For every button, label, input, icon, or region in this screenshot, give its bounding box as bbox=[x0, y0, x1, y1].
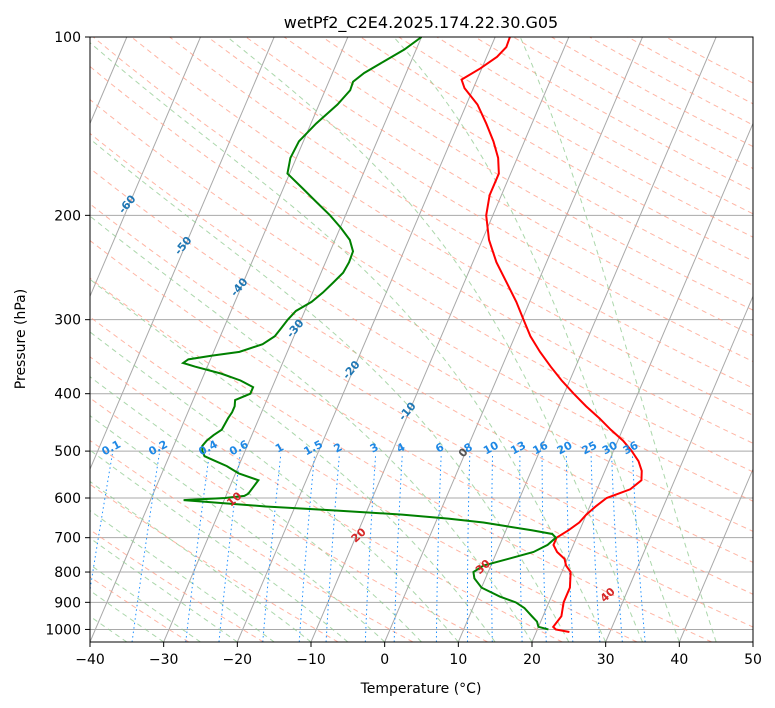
sounding-profiles bbox=[180, 37, 643, 633]
mixing-ratio-line bbox=[185, 453, 210, 642]
dry-adiabat-line bbox=[90, 65, 753, 473]
dry-adiabat-line bbox=[90, 356, 563, 642]
dry-adiabat-line bbox=[90, 203, 753, 595]
y-axis-title: Pressure (hPa) bbox=[13, 289, 29, 389]
dry-adiabat-line bbox=[90, 167, 753, 563]
x-tick-label: −10 bbox=[296, 652, 326, 668]
dry-adiabat-line bbox=[90, 483, 339, 642]
x-tick-label: 20 bbox=[523, 652, 541, 668]
moist-adiabat-line bbox=[90, 480, 312, 642]
y-tick-label: 500 bbox=[54, 444, 81, 460]
dry-adiabat-line bbox=[131, 37, 753, 416]
dry-adiabat-line bbox=[283, 37, 753, 311]
mixing-ratio-label: 13 bbox=[508, 439, 528, 458]
temperature-series-line bbox=[460, 37, 643, 633]
moist-adiabat-line bbox=[90, 138, 570, 642]
plot-area: 0.10.20.40.611.52346810131620253036-100-… bbox=[45, 30, 762, 668]
mixing-ratio-line bbox=[541, 453, 547, 642]
mixing-ratio-label: 36 bbox=[621, 439, 641, 458]
x-tick-label: 0 bbox=[380, 652, 389, 668]
dry-adiabat-line bbox=[90, 397, 488, 642]
y-tick-label: 400 bbox=[54, 387, 81, 403]
plot-frame bbox=[89, 36, 754, 643]
mixing-ratio-label: 10 bbox=[481, 439, 501, 458]
moist-adiabat-line bbox=[90, 537, 238, 642]
x-tick-label: 50 bbox=[744, 652, 762, 668]
y-tick-label: 200 bbox=[54, 208, 81, 224]
mixing-ratio-label: 20 bbox=[555, 439, 575, 458]
x-tick-label: −40 bbox=[75, 652, 105, 668]
isotherm-line bbox=[457, 37, 717, 642]
guide-lines bbox=[90, 37, 753, 642]
moist-adiabat-line bbox=[90, 42, 607, 642]
mixing-ratio-line bbox=[435, 453, 442, 642]
moist-adiabat-line bbox=[90, 376, 422, 642]
y-tick-label: 1000 bbox=[45, 622, 81, 638]
isotherm-line bbox=[236, 37, 496, 642]
isotherm-line bbox=[90, 37, 275, 471]
mixing-ratio-label: 25 bbox=[580, 439, 600, 458]
x-tick-label: −30 bbox=[149, 652, 179, 668]
dry-adiabat-line bbox=[90, 132, 753, 532]
mixing-ratio-label: 16 bbox=[531, 439, 551, 458]
isotherm-line bbox=[678, 467, 753, 642]
mixing-ratio-line bbox=[364, 453, 377, 642]
mixing-ratio-line bbox=[466, 453, 471, 642]
mixing-ratio-line bbox=[590, 453, 601, 642]
moist-adiabat-line bbox=[90, 215, 533, 642]
dry-adiabat-line bbox=[90, 439, 414, 642]
isotherm-line bbox=[90, 37, 201, 298]
mixing-ratio-line bbox=[218, 453, 241, 642]
mixing-ratio-line bbox=[131, 453, 160, 642]
x-axis: −40 −30 −20 −10 0 10 20 30 40 50 bbox=[75, 642, 762, 668]
isotherm-line bbox=[605, 295, 753, 642]
y-tick-label: 900 bbox=[54, 595, 81, 611]
mixing-ratio-line bbox=[325, 453, 340, 642]
y-tick-label: 600 bbox=[54, 491, 81, 507]
moist-adiabat-line bbox=[393, 37, 680, 642]
moist-adiabat-line bbox=[90, 449, 349, 642]
mixing-ratio-line bbox=[393, 453, 403, 642]
mixing-ratio-line bbox=[519, 453, 523, 642]
x-tick-label: 30 bbox=[597, 652, 615, 668]
isotherm-line bbox=[384, 37, 643, 642]
mixing-ratio-line bbox=[262, 453, 282, 642]
mixing-ratio-line bbox=[631, 453, 646, 642]
dry-adiabat-line bbox=[207, 37, 753, 363]
moist-adiabat-line bbox=[90, 331, 459, 642]
dry-adiabat-line bbox=[90, 239, 753, 628]
moist-adiabat-line bbox=[90, 564, 201, 642]
mixing-ratio-label: 30 bbox=[600, 439, 620, 458]
mixing-ratio-line bbox=[611, 453, 623, 642]
isotherm-line bbox=[163, 37, 422, 642]
y-axis: 100 200 300 400 500 600 700 800 900 1000 bbox=[45, 30, 90, 638]
y-tick-label: 800 bbox=[54, 565, 81, 581]
dewpoint-series-line bbox=[180, 37, 558, 631]
x-tick-label: 40 bbox=[670, 652, 688, 668]
y-tick-label: 100 bbox=[54, 30, 81, 46]
moist-adiabat-line bbox=[227, 37, 643, 642]
y-tick-label: 300 bbox=[54, 313, 81, 329]
moist-adiabat-line bbox=[90, 590, 164, 642]
moist-adiabat-line bbox=[90, 278, 496, 642]
x-tick-label: 10 bbox=[449, 652, 467, 668]
y-tick-label: 700 bbox=[54, 531, 81, 547]
moist-adiabat-line bbox=[519, 37, 717, 642]
x-tick-label: −20 bbox=[223, 652, 253, 668]
mixing-ratio-line bbox=[298, 453, 316, 642]
mixing-ratio-line bbox=[565, 453, 574, 642]
moist-adiabat-line bbox=[90, 415, 386, 642]
mixing-ratio-line bbox=[491, 453, 494, 642]
chart-title: wetPf2_C2E4.2025.174.22.30.G05 bbox=[284, 13, 558, 33]
x-axis-title: Temperature (°C) bbox=[360, 681, 482, 697]
